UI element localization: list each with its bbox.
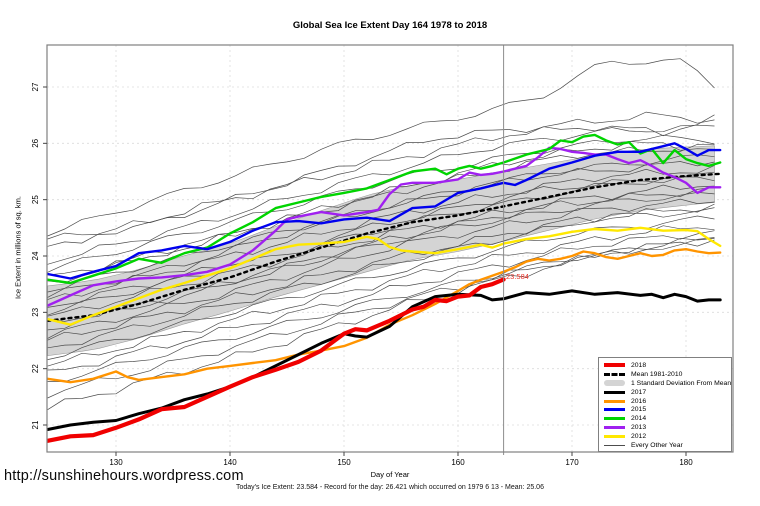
legend-swatch — [604, 406, 625, 414]
every-other-year-line — [47, 192, 715, 331]
legend-label: 2018 — [631, 361, 647, 369]
legend-label: Every Other Year — [631, 441, 683, 449]
every-other-year-line — [47, 161, 715, 298]
legend-box: 2018 Mean 1981-2010 1 Standard Deviation F… — [598, 357, 732, 452]
plot-border — [46, 44, 734, 453]
legend-label: 2017 — [631, 388, 647, 396]
every-other-year-line — [47, 237, 715, 399]
legend-item-2013: 2013 — [604, 423, 731, 432]
every-other-year-line — [47, 165, 715, 300]
series-2012 — [47, 226, 722, 326]
legend-item-2018: 2018 — [604, 361, 731, 370]
y-tick-label: 23 — [31, 307, 40, 316]
chart-subtitle: Today's Ice Extent: 23.584 - Record for … — [236, 484, 544, 491]
legend-item-every-other-year: Every Other Year — [604, 441, 731, 450]
legend-label: Mean 1981-2010 — [631, 370, 683, 378]
legend-item-2012: 2012 — [604, 432, 731, 441]
series-2018 — [47, 277, 506, 443]
annotation-value-label: 23.584 — [506, 272, 529, 281]
every-other-year-line — [47, 140, 715, 276]
every-other-year-line — [47, 184, 715, 317]
y-tick-label: 27 — [31, 82, 40, 91]
legend-label: 2016 — [631, 397, 647, 405]
every-other-year-line — [47, 114, 715, 247]
legend-swatch — [604, 424, 625, 432]
y-tick-label: 22 — [31, 364, 40, 373]
legend-swatch — [604, 379, 625, 387]
x-tick-label: 140 — [223, 458, 237, 467]
legend-swatch — [604, 388, 625, 396]
y-tick-label: 25 — [31, 195, 40, 204]
legend-label: 2013 — [631, 424, 647, 432]
every-other-year-line — [47, 230, 715, 371]
x-tick-label: 160 — [451, 458, 465, 467]
x-tick-label: 170 — [565, 458, 579, 467]
legend-swatch — [604, 397, 625, 405]
series-2017 — [47, 289, 722, 431]
every-other-year-line — [47, 143, 715, 284]
legend-swatch — [604, 370, 625, 378]
x-tick-label: 130 — [109, 458, 123, 467]
y-axis-label: Ice Extent in millions of sq. km. — [13, 196, 23, 299]
every-other-year-line — [47, 58, 715, 237]
series-2016 — [47, 248, 722, 384]
legend-swatch — [604, 361, 625, 369]
x-tick-label: 150 — [337, 458, 351, 467]
legend-item-1-standard-deviation-from-mean: 1 Standard Deviation From Mean — [604, 379, 731, 388]
chart-title: Global Sea Ice Extent Day 164 1978 to 20… — [292, 20, 488, 31]
y-tick-label: 21 — [31, 420, 40, 429]
y-tick-label: 24 — [31, 251, 40, 260]
legend-item-mean-1981-2010: Mean 1981-2010 — [604, 370, 731, 379]
every-other-year-line — [47, 215, 715, 360]
legend-item-2017: 2017 — [604, 388, 731, 397]
legend-swatch — [604, 415, 625, 423]
every-other-year-line — [47, 134, 715, 273]
url-watermark: http://sunshinehours.wordpress.com — [4, 468, 244, 484]
legend-item-2014: 2014 — [604, 414, 731, 423]
every-other-year-line — [47, 203, 715, 341]
legend-label: 2012 — [631, 433, 647, 441]
every-other-year-line — [47, 225, 715, 367]
legend-item-2016: 2016 — [604, 397, 731, 406]
every-other-year-line — [47, 124, 715, 265]
y-tick-label: 26 — [31, 138, 40, 147]
series-2015 — [47, 142, 722, 280]
legend-swatch — [604, 433, 625, 441]
mean-1981-2010-line — [47, 172, 722, 322]
legend-swatch — [604, 441, 625, 449]
every-other-year-line — [47, 176, 715, 316]
plot-area — [47, 45, 733, 452]
every-other-year-line — [47, 207, 715, 349]
every-other-year-line — [47, 198, 715, 339]
x-axis-label: Day of Year — [370, 470, 410, 479]
legend-label: 2014 — [631, 415, 647, 423]
series-2013 — [47, 146, 722, 307]
x-tick-label: 180 — [679, 458, 693, 467]
legend-label: 2015 — [631, 406, 647, 414]
legend-label: 1 Standard Deviation From Mean — [631, 379, 732, 387]
legend-item-2015: 2015 — [604, 405, 731, 414]
